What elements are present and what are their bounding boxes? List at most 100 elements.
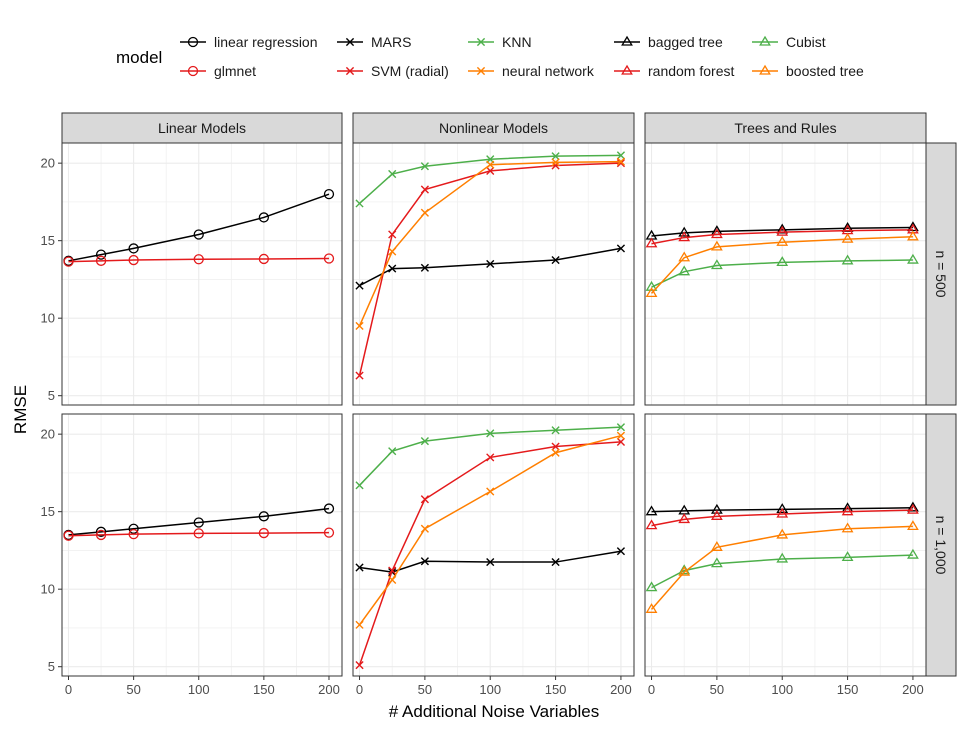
data-point-glmnet (323, 253, 335, 264)
data-point-mars (388, 264, 397, 273)
data-point-svm-radial (420, 185, 429, 194)
data-point-bagged-tree (645, 505, 658, 516)
series-line-linear-regression (68, 507, 330, 536)
series-glmnet (63, 527, 335, 541)
data-point-glmnet (95, 255, 107, 266)
data-point-svm-radial (551, 442, 560, 451)
legend-entry-boosted-tree: boosted tree (752, 63, 864, 79)
data-point-mars (616, 244, 626, 253)
data-point-boosted-tree (678, 565, 691, 576)
column-strip-trees-and-rules: Trees and Rules (644, 112, 927, 144)
panel-background (353, 414, 634, 676)
y-tick-label: 10 (41, 582, 55, 597)
data-point-knn (388, 169, 397, 179)
x-tick-label: 150 (253, 682, 275, 697)
column-strip-label: Trees and Rules (734, 120, 836, 136)
data-point-knn (551, 152, 560, 161)
y-tick-label: 5 (48, 388, 55, 403)
data-point-glmnet (63, 530, 74, 541)
panel-background (645, 414, 926, 676)
data-point-neural-network (616, 157, 626, 166)
legend: model linear regression glmnet MARS SVM (rad… (116, 34, 864, 79)
legend-label: bagged tree (648, 34, 723, 50)
data-point-linear-regression (323, 189, 335, 200)
series-line-neural-network (358, 160, 621, 327)
legend-label: MARS (371, 34, 411, 50)
x-tick-label: 200 (902, 682, 924, 697)
data-point-glmnet (193, 528, 204, 539)
series-line-cubist (651, 259, 913, 288)
data-point-cubist (645, 280, 658, 291)
series-line-bagged-tree (651, 507, 913, 513)
x-tick-label: 100 (479, 682, 501, 697)
legend-label: neural network (502, 63, 595, 79)
series-mars (355, 547, 626, 577)
y-tick-label: 15 (41, 233, 55, 248)
series-line-cubist (651, 554, 913, 589)
series-line-glmnet (68, 257, 329, 263)
column-strip-bg (352, 112, 635, 144)
x-tick-label: 200 (318, 682, 340, 697)
data-point-linear-regression (128, 243, 139, 254)
series-line-knn (359, 154, 621, 205)
x-tick-label: 100 (188, 682, 210, 697)
series-boosted-tree (645, 230, 919, 298)
legend-key-marker (759, 64, 771, 75)
legend-key-marker (759, 35, 771, 46)
row-strip-bg (925, 142, 957, 406)
data-point-svm-radial (616, 159, 626, 168)
data-point-glmnet (63, 256, 74, 267)
series-random-forest (645, 503, 919, 530)
data-point-cubist (776, 256, 789, 267)
panel-n-500-linear-models (61, 142, 343, 406)
legend-title: model (116, 48, 162, 67)
data-point-random-forest (645, 519, 658, 530)
data-point-bagged-tree (710, 503, 723, 514)
column-strip-linear-models: Linear Models (61, 112, 343, 144)
data-point-svm-radial (355, 371, 364, 380)
y-tick-label: 20 (41, 156, 55, 171)
x-tick-label: 0 (648, 682, 655, 697)
panel-background (353, 143, 634, 405)
data-point-linear-regression (95, 249, 107, 260)
data-point-svm-radial (388, 566, 397, 575)
legend-entry-glmnet: glmnet (180, 63, 256, 79)
data-point-cubist (776, 552, 789, 563)
x-tick-label: 200 (610, 682, 632, 697)
data-point-boosted-tree (841, 232, 854, 243)
series-line-mars (359, 550, 622, 573)
x-tick-label: 150 (837, 682, 859, 697)
series-line-random-forest (651, 509, 913, 527)
series-neural-network (355, 157, 626, 331)
data-point-neural-network (486, 487, 495, 496)
data-point-glmnet (258, 253, 270, 265)
x-tick-label: 0 (356, 682, 363, 697)
panel-border (352, 413, 635, 677)
data-point-random-forest (907, 503, 919, 514)
legend-entry-linear-regression: linear regression (180, 34, 318, 50)
data-point-random-forest (710, 510, 723, 520)
data-point-bagged-tree (678, 226, 691, 237)
x-tick-label: 50 (126, 682, 140, 697)
data-point-random-forest (645, 237, 658, 248)
x-tick-label: 150 (545, 682, 567, 697)
series-line-boosted-tree (650, 525, 913, 610)
series-line-svm-radial (358, 162, 621, 376)
data-point-knn (420, 437, 429, 446)
panel-n-500-trees-and-rules (644, 142, 927, 406)
data-point-boosted-tree (645, 603, 658, 613)
series-line-linear-regression (68, 193, 330, 262)
legend-key-marker (621, 64, 633, 75)
data-point-knn (486, 429, 495, 438)
x-axis-title: # Additional Noise Variables (389, 702, 599, 721)
y-tick-label: 10 (41, 311, 55, 326)
data-point-linear-regression (95, 526, 107, 537)
column-strip-label: Linear Models (158, 120, 246, 136)
data-point-random-forest (678, 231, 691, 242)
data-point-glmnet (258, 527, 270, 539)
panel-background (62, 143, 342, 405)
data-point-knn (420, 162, 429, 171)
legend-label: Cubist (786, 34, 826, 50)
